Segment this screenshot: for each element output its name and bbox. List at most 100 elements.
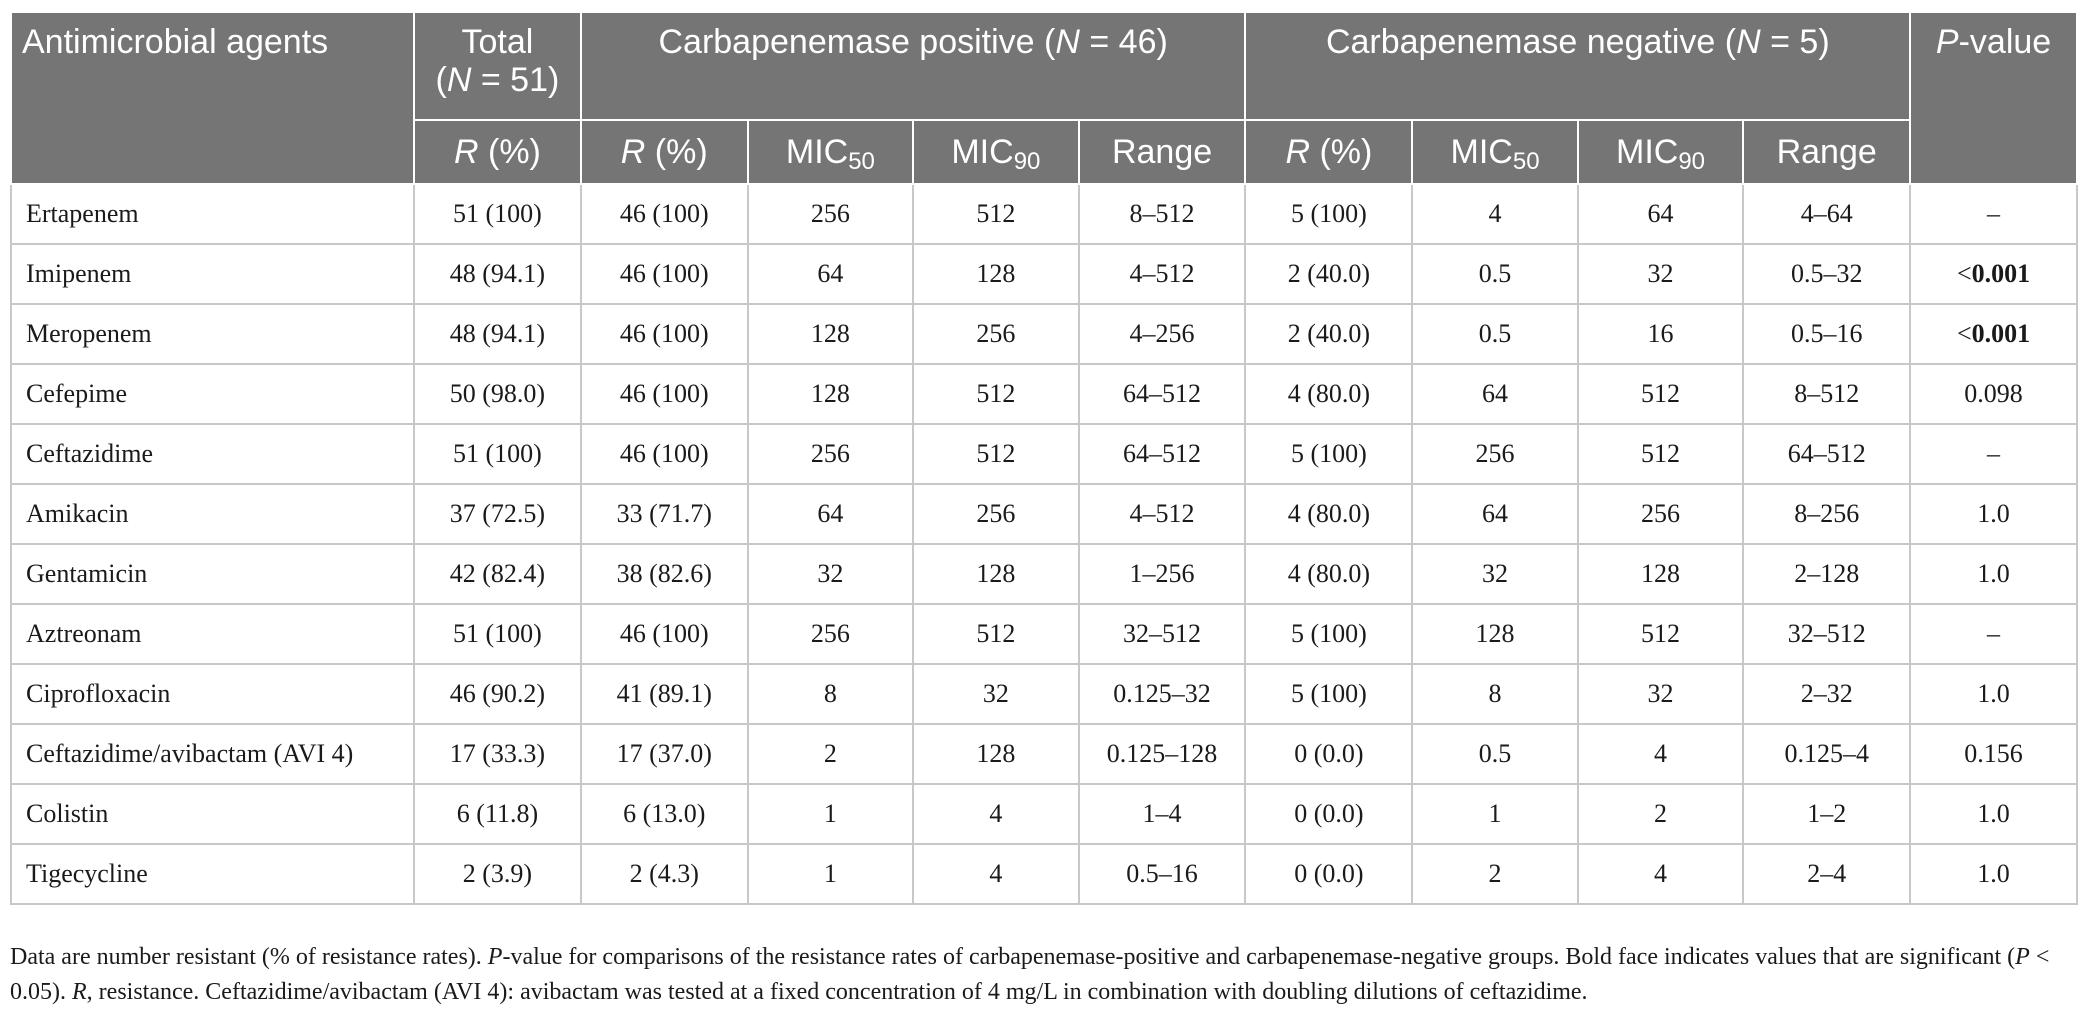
- cell-agent: Imipenem: [9, 243, 416, 305]
- header-pos-r: R (%): [579, 119, 749, 185]
- cell-neg-mic90: 512: [1576, 423, 1745, 485]
- cell-neg-mic90: 512: [1576, 363, 1745, 425]
- cell-neg-r: 0 (0.0): [1244, 723, 1414, 785]
- cell-agent: Ciprofloxacin: [9, 663, 416, 725]
- cell-neg-r: 5 (100): [1244, 603, 1414, 665]
- cell-neg-r: 4 (80.0): [1244, 363, 1414, 425]
- table-footnote: Data are number resistant (% of resistan…: [10, 944, 2050, 1005]
- cell-total: 51 (100): [413, 423, 582, 485]
- cell-neg-range: 0.5–16: [1742, 303, 1912, 365]
- cell-neg-range: 0.5–32: [1742, 243, 1912, 305]
- cell-neg-mic50: 128: [1411, 603, 1579, 665]
- cell-pos-mic90: 512: [912, 423, 1080, 485]
- cell-total: 51 (100): [413, 183, 582, 245]
- cell-neg-mic90: 512: [1576, 603, 1745, 665]
- table-body: Ertapenem 51 (100) 46 (100) 256 512 8–512 5 (1…: [9, 183, 2078, 905]
- cell-pos-range: 0.125–32: [1077, 663, 1247, 725]
- cell-neg-mic50: 8: [1411, 663, 1579, 725]
- header-neg-mic90: MIC90: [1576, 119, 1745, 185]
- cell-total: 51 (100): [413, 603, 582, 665]
- table-row: Gentamicin 42 (82.4) 38 (82.6) 32 128 1–256 4 …: [9, 543, 2078, 605]
- cell-pos-mic90: 128: [912, 243, 1080, 305]
- cell-neg-mic90: 64: [1576, 183, 1745, 245]
- cell-total: 17 (33.3): [413, 723, 582, 785]
- cell-p-value: <0.001: [1909, 303, 2078, 365]
- cell-pos-r: 2 (4.3): [579, 843, 749, 905]
- header-neg-mic50: MIC50: [1411, 119, 1579, 185]
- cell-neg-mic90: 4: [1576, 723, 1745, 785]
- cell-neg-r: 4 (80.0): [1244, 543, 1414, 605]
- header-neg-range: Range: [1742, 119, 1912, 185]
- cell-neg-range: 2–32: [1742, 663, 1912, 725]
- cell-neg-mic90: 2: [1576, 783, 1745, 845]
- cell-neg-mic50: 1: [1411, 783, 1579, 845]
- cell-pos-r: 46 (100): [579, 303, 749, 365]
- cell-pos-mic50: 8: [746, 663, 915, 725]
- cell-neg-range: 32–512: [1742, 603, 1912, 665]
- cell-p-value: –: [1909, 603, 2078, 665]
- cell-agent: Ertapenem: [9, 183, 416, 245]
- cell-pos-mic90: 128: [912, 723, 1080, 785]
- cell-pos-range: 8–512: [1077, 183, 1247, 245]
- header-carbapenemase-negative: Carbapenemase negative (N = 5): [1244, 11, 1912, 121]
- cell-pos-mic90: 4: [912, 843, 1080, 905]
- cell-neg-r: 5 (100): [1244, 183, 1414, 245]
- cell-neg-r: 2 (40.0): [1244, 303, 1414, 365]
- cell-pos-mic50: 256: [746, 423, 915, 485]
- cell-pos-mic50: 128: [746, 363, 915, 425]
- cell-neg-mic50: 0.5: [1411, 303, 1579, 365]
- cell-agent: Cefepime: [9, 363, 416, 425]
- cell-total: 42 (82.4): [413, 543, 582, 605]
- cell-pos-mic50: 2: [746, 723, 915, 785]
- cell-neg-mic90: 256: [1576, 483, 1745, 545]
- cell-pos-mic90: 512: [912, 183, 1080, 245]
- cell-neg-mic90: 32: [1576, 663, 1745, 725]
- cell-pos-mic50: 256: [746, 603, 915, 665]
- cell-neg-mic50: 0.5: [1411, 243, 1579, 305]
- table-row: Ceftazidime 51 (100) 46 (100) 256 512 64–512 5…: [9, 423, 2078, 485]
- table-row: Cefepime 50 (98.0) 46 (100) 128 512 64–512 4 (…: [9, 363, 2078, 425]
- header-pos-mic50: MIC50: [746, 119, 915, 185]
- cell-neg-range: 4–64: [1742, 183, 1912, 245]
- cell-pos-mic50: 1: [746, 783, 915, 845]
- cell-agent: Gentamicin: [9, 543, 416, 605]
- cell-neg-range: 2–128: [1742, 543, 1912, 605]
- cell-pos-r: 38 (82.6): [579, 543, 749, 605]
- cell-neg-mic90: 128: [1576, 543, 1745, 605]
- table-row: Aztreonam 51 (100) 46 (100) 256 512 32–512 5 (…: [9, 603, 2078, 665]
- cell-total: 2 (3.9): [413, 843, 582, 905]
- cell-pos-mic50: 128: [746, 303, 915, 365]
- cell-p-value: 1.0: [1909, 843, 2078, 905]
- cell-pos-r: 46 (100): [579, 423, 749, 485]
- cell-neg-range: 8–256: [1742, 483, 1912, 545]
- table-row: Amikacin 37 (72.5) 33 (71.7) 64 256 4–512 4 (8…: [9, 483, 2078, 545]
- cell-pos-mic90: 512: [912, 603, 1080, 665]
- cell-neg-mic50: 256: [1411, 423, 1579, 485]
- cell-neg-mic90: 16: [1576, 303, 1745, 365]
- cell-neg-r: 5 (100): [1244, 663, 1414, 725]
- header-neg-r: R (%): [1244, 119, 1414, 185]
- cell-neg-mic90: 4: [1576, 843, 1745, 905]
- table-row: Ciprofloxacin 46 (90.2) 41 (89.1) 8 32 0.125–…: [9, 663, 2078, 725]
- cell-neg-r: 2 (40.0): [1244, 243, 1414, 305]
- cell-agent: Amikacin: [9, 483, 416, 545]
- header-carbapenemase-positive: Carbapenemase positive (N = 46): [579, 11, 1247, 121]
- cell-neg-range: 0.125–4: [1742, 723, 1912, 785]
- cell-pos-r: 41 (89.1): [579, 663, 749, 725]
- cell-p-value: 1.0: [1909, 663, 2078, 725]
- cell-agent: Tigecycline: [9, 843, 416, 905]
- table-container: Antimicrobial agents Total (N = 51) Carba…: [9, 11, 2078, 905]
- cell-neg-mic50: 2: [1411, 843, 1579, 905]
- cell-p-value: –: [1909, 183, 2078, 245]
- cell-p-value: <0.001: [1909, 243, 2078, 305]
- cell-neg-range: 8–512: [1742, 363, 1912, 425]
- cell-total: 48 (94.1): [413, 243, 582, 305]
- cell-total: 46 (90.2): [413, 663, 582, 725]
- cell-agent: Meropenem: [9, 303, 416, 365]
- cell-neg-r: 5 (100): [1244, 423, 1414, 485]
- cell-pos-r: 46 (100): [579, 243, 749, 305]
- cell-pos-r: 17 (37.0): [579, 723, 749, 785]
- table-row: Colistin 6 (11.8) 6 (13.0) 1 4 1–4 0 (0.0) 1 2 1–…: [9, 783, 2078, 845]
- cell-pos-mic90: 512: [912, 363, 1080, 425]
- cell-pos-range: 1–4: [1077, 783, 1247, 845]
